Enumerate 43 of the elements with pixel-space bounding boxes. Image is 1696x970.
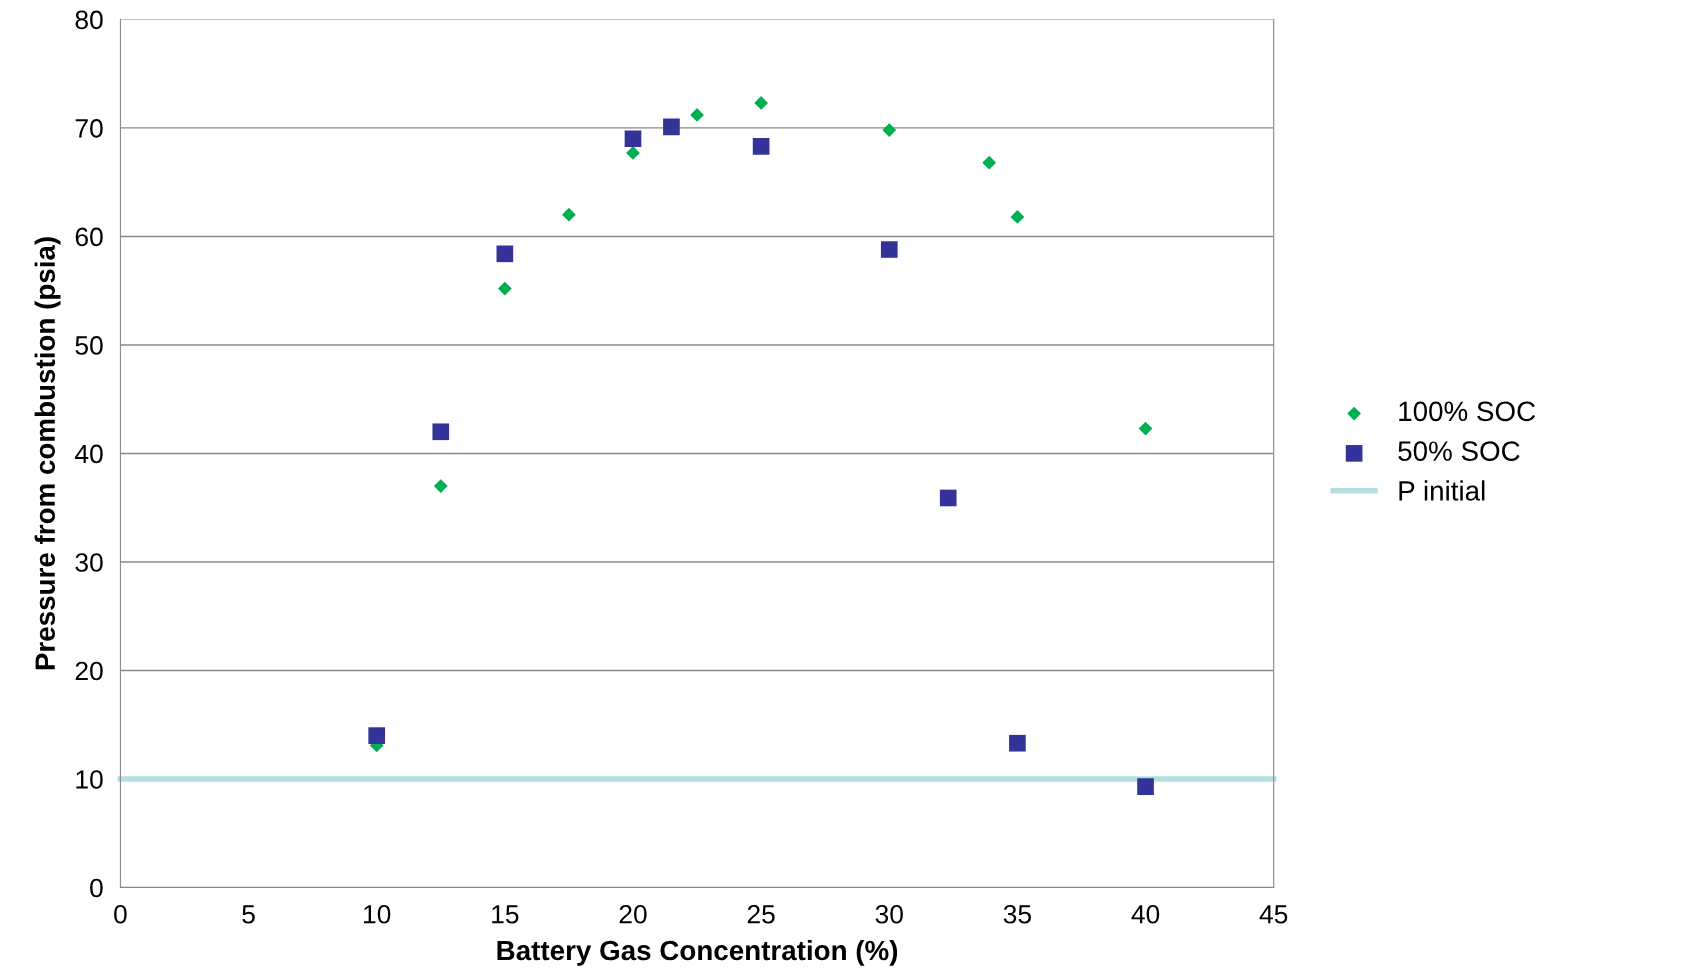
legend-label: 100% SOC <box>1399 401 1536 422</box>
point <box>752 138 770 155</box>
y-tick-label: 0 <box>90 878 103 898</box>
point <box>626 146 640 160</box>
x-tick-label: 15 <box>492 905 519 924</box>
point <box>562 207 576 222</box>
x-tick-label: 25 <box>747 904 775 924</box>
point <box>368 727 386 744</box>
x-tick-label: 0 <box>114 904 127 924</box>
x-tick-label: 40 <box>1131 904 1160 924</box>
x-tick-label: 35 <box>1003 904 1031 924</box>
point <box>1137 778 1154 795</box>
point <box>663 118 680 136</box>
point <box>1010 210 1025 224</box>
point <box>982 155 997 170</box>
point <box>1009 734 1026 752</box>
y-tick-label: 30 <box>75 553 103 572</box>
y-axis-title: Pressure from combustion (psia) <box>34 237 61 670</box>
point <box>432 423 450 441</box>
x-tick-label: 10 <box>364 904 391 924</box>
y-tick-label: 60 <box>75 227 103 247</box>
point <box>882 123 897 137</box>
point <box>880 241 898 258</box>
legend-label: 50% SOC <box>1398 441 1520 461</box>
y-tick-label: 50 <box>75 336 103 355</box>
point <box>754 96 768 110</box>
x-tick-label: 20 <box>619 904 647 924</box>
x-tick-label: 30 <box>875 904 903 924</box>
point <box>433 479 448 493</box>
y-tick-label: 80 <box>75 10 103 30</box>
point <box>497 281 512 296</box>
point <box>624 130 642 148</box>
y-tick-label: 10 <box>76 770 103 789</box>
point <box>939 489 957 507</box>
point <box>496 245 514 263</box>
x-tick-label: 45 <box>1259 905 1288 924</box>
point <box>690 108 704 122</box>
y-tick-label: 40 <box>75 444 103 464</box>
y-tick-label: 70 <box>75 119 103 138</box>
x-tick-label: 5 <box>242 905 255 924</box>
legend-label: P initial <box>1399 480 1485 501</box>
y-tick-label: 20 <box>75 661 103 681</box>
x-axis-title: Battery Gas Concentration (%) <box>497 939 898 966</box>
